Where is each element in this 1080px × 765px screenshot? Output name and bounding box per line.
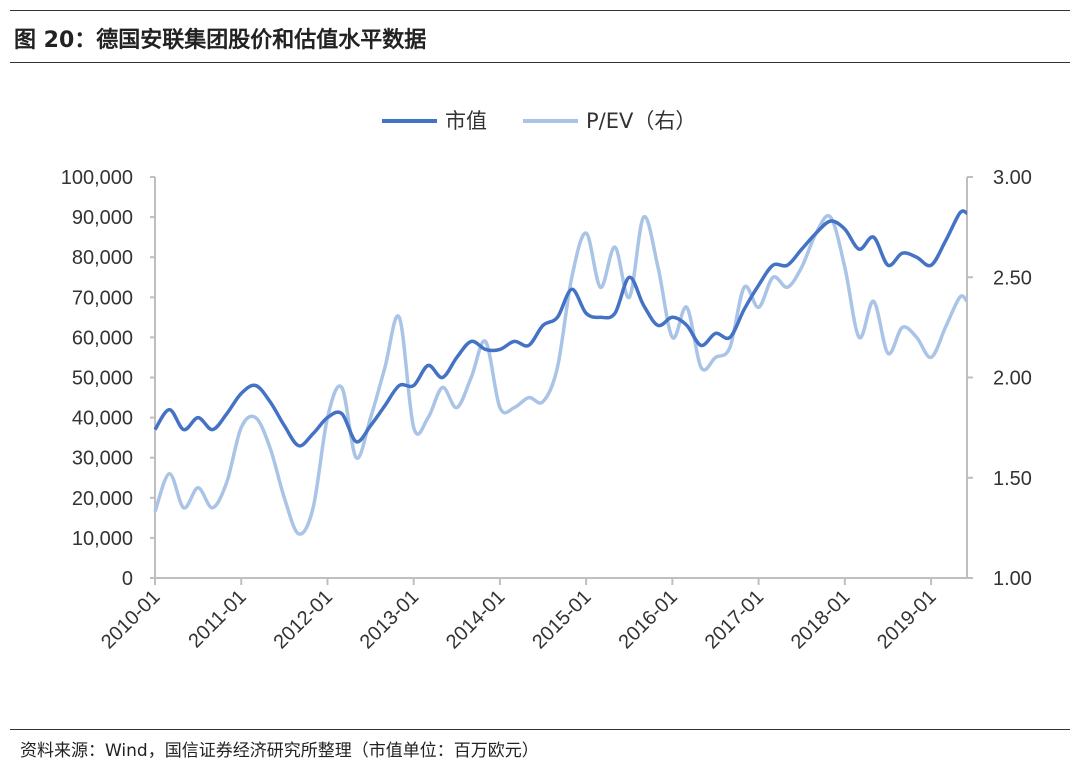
right-tick-label: 2.50 (993, 267, 1032, 289)
x-tick-label: 2018-01 (787, 586, 854, 653)
series-line-market-cap (153, 209, 968, 448)
right-tick-label: 3.00 (993, 167, 1032, 189)
left-tick-label: 70,000 (72, 287, 133, 309)
title-rule (10, 62, 1070, 63)
right-tick-label: 2.00 (993, 368, 1032, 390)
left-tick-label: 50,000 (72, 368, 133, 390)
left-tick-label: 30,000 (72, 448, 133, 470)
left-tick-label: 0 (122, 568, 133, 590)
x-tick-label: 2010-01 (97, 586, 164, 653)
x-tick-label: 2014-01 (442, 586, 509, 653)
left-tick-label: 100,000 (61, 167, 133, 189)
x-tick-label: 2019-01 (873, 586, 940, 653)
left-tick-label: 10,000 (72, 528, 133, 550)
chart-canvas: 0 10,000 20,000 30,000 40,000 50,000 60,000 70,… (61, 109, 1032, 653)
figure-title: 图 20：德国安联集团股价和估值水平数据 (14, 28, 427, 53)
left-tick-label: 60,000 (72, 327, 133, 349)
left-tick-label: 80,000 (72, 247, 133, 269)
legend-label-market-cap: 市值 (445, 109, 487, 133)
left-tick-label: 20,000 (72, 488, 133, 510)
legend-label-pev: P/EV（右） (586, 109, 696, 133)
right-tick-label: 1.00 (993, 568, 1032, 590)
x-tick-label: 2016-01 (614, 586, 681, 653)
x-tick-label: 2011-01 (184, 586, 250, 652)
x-tick-label: 2013-01 (356, 586, 423, 653)
left-tick-label: 40,000 (72, 408, 133, 430)
left-tick-label: 90,000 (72, 207, 133, 229)
top-rule (10, 10, 1070, 11)
x-tick-label: 2015-01 (528, 586, 595, 653)
right-tick-label: 1.50 (993, 468, 1032, 490)
x-tick-label: 2012-01 (270, 586, 337, 653)
bottom-rule (10, 729, 1070, 730)
x-tick-label: 2017-01 (701, 586, 768, 653)
source-note: 资料来源：Wind，国信证券经济研究所整理（市值单位：百万欧元） (20, 741, 539, 761)
series-line-pev (153, 214, 969, 536)
